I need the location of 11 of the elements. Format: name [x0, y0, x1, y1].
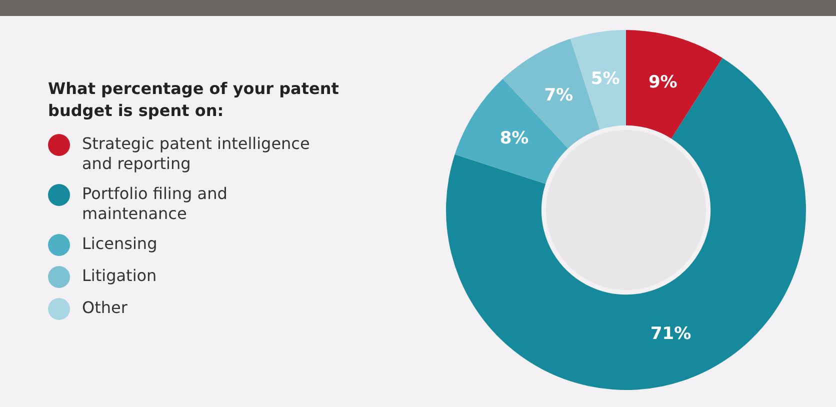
data-label: 5%: [590, 68, 620, 89]
legend-title: What percentage of your patent budget is spent on:: [48, 78, 340, 122]
data-label: 7%: [544, 86, 574, 106]
legend-label: Portfolio filing and maintenance: [82, 184, 228, 224]
data-label: 9%: [648, 72, 678, 92]
data-label: 8%: [500, 128, 529, 149]
legend-label: Litigation: [82, 266, 158, 286]
data-label: 71%: [650, 324, 692, 344]
legend-label: Other: [82, 298, 128, 318]
legend-label: Strategic patent intelligence and reporting: [82, 134, 311, 174]
legend-label: Licensing: [82, 234, 158, 254]
